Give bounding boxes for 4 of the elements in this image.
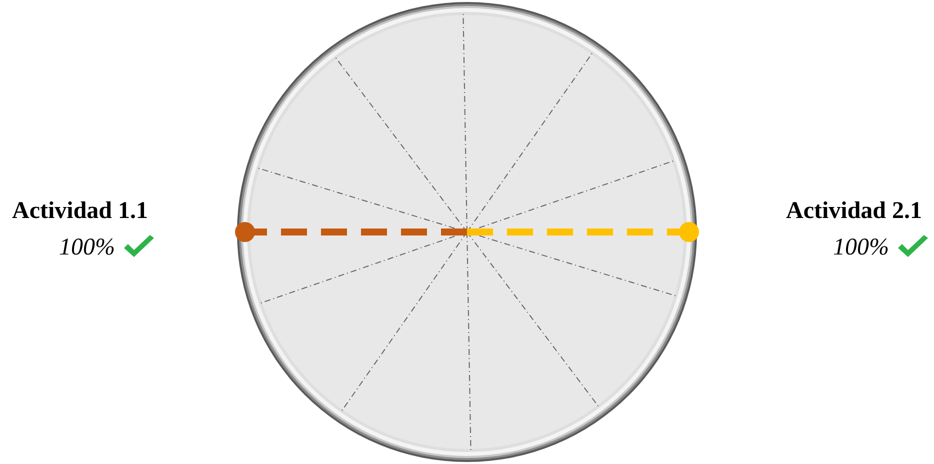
category-label: Actividad 1.1 bbox=[12, 198, 148, 224]
data-label: 100% bbox=[833, 234, 889, 260]
data-label: 100% bbox=[59, 234, 115, 260]
category-label: Actividad 2.1 bbox=[786, 198, 922, 224]
